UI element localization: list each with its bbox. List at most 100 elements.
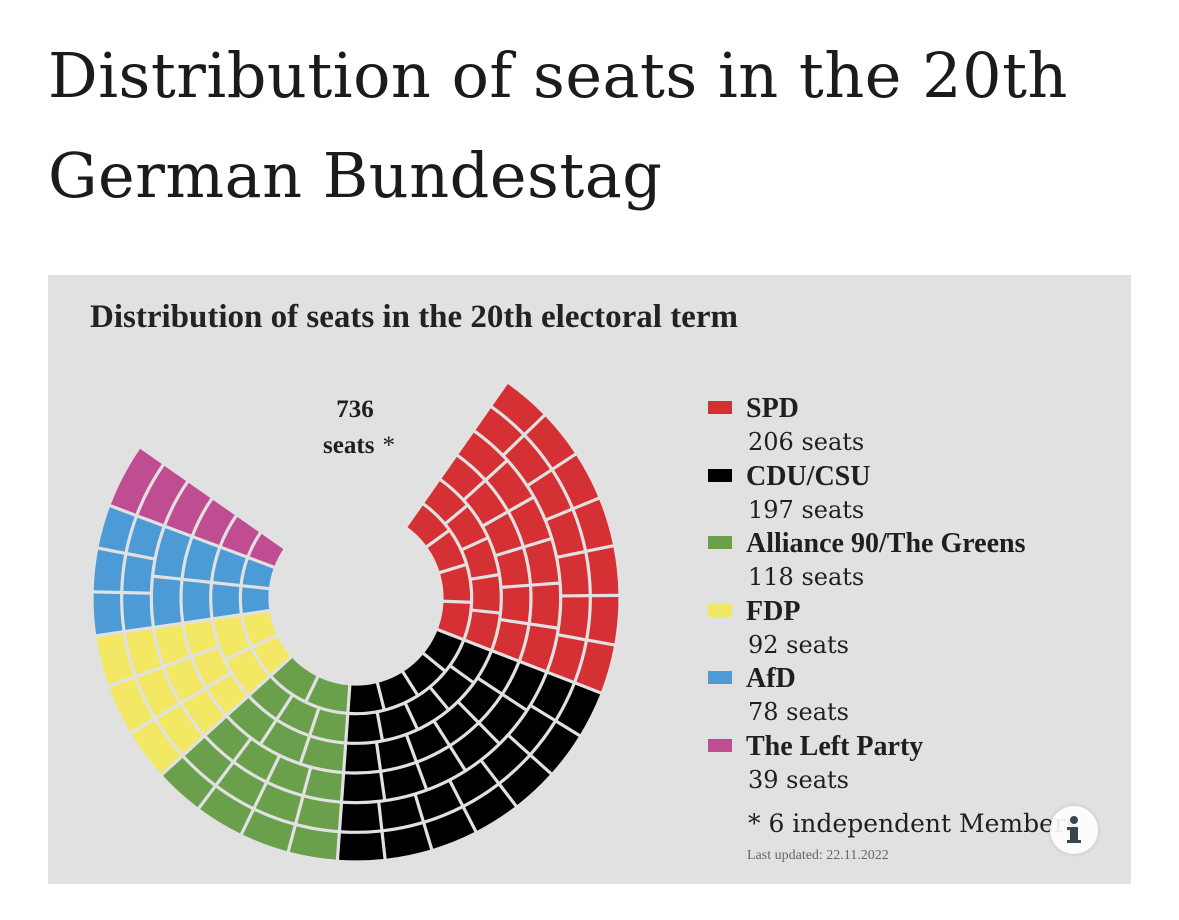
seat-block — [166, 482, 211, 535]
seat-block — [378, 736, 415, 770]
seat-block — [529, 471, 571, 519]
seat-block — [268, 757, 309, 794]
seat-block — [154, 528, 191, 578]
legend-swatch — [708, 401, 732, 414]
legend-seat-count: 197 seats — [748, 495, 865, 524]
seat-block — [440, 566, 471, 601]
seat-block — [558, 553, 589, 595]
seat-block — [483, 737, 528, 782]
seat-block — [235, 740, 278, 781]
seat-block — [424, 481, 466, 522]
total-seats-label: seats * — [323, 432, 395, 459]
seat-block — [289, 826, 338, 860]
seat-block — [226, 649, 269, 694]
seat-block — [184, 738, 232, 784]
legend-swatch — [708, 738, 732, 752]
seat-block — [408, 722, 448, 761]
seat-block — [501, 586, 530, 623]
seat-block — [96, 633, 134, 685]
seat-block — [475, 408, 522, 454]
legend-swatch — [708, 468, 732, 482]
seat-block — [341, 803, 381, 831]
seat-block — [479, 652, 518, 692]
seat-block — [532, 674, 573, 719]
info-button[interactable] — [1050, 806, 1098, 854]
chart-panel: Distribution of seats in the 20th electo… — [48, 275, 1131, 884]
seat-block — [182, 581, 211, 622]
legend-item: SPD 206 seats — [708, 393, 1128, 461]
seat-block — [460, 680, 500, 721]
legend: SPD 206 seats CDU/CSU 197 seats Alliance 90/… — [708, 393, 1128, 798]
seat-block — [480, 696, 525, 742]
legend-seat-count: 39 seats — [748, 765, 849, 794]
seat-block — [183, 538, 218, 581]
legend-seat-count: 206 seats — [748, 428, 865, 456]
seat-block — [510, 499, 550, 546]
seat-block — [250, 678, 291, 718]
seat-block — [484, 513, 522, 554]
seat-block — [343, 773, 383, 802]
seat-block — [272, 658, 317, 700]
seat-block — [501, 757, 550, 805]
seat-block — [206, 718, 249, 760]
seat-block — [438, 602, 470, 638]
seat-block — [262, 721, 308, 762]
seat-block — [557, 684, 601, 735]
legend-item: FDP 92 seats — [708, 596, 1128, 664]
seat-block — [228, 698, 275, 743]
seat-block — [184, 620, 218, 655]
seat-block — [193, 648, 230, 686]
seat-block — [383, 824, 431, 859]
seat-block — [530, 584, 560, 627]
legend-seat-count: 118 seats — [748, 563, 865, 591]
seat-block — [243, 612, 277, 646]
seat-block — [163, 757, 214, 808]
seat-block — [407, 689, 447, 728]
seat-block — [404, 654, 444, 694]
seat-block — [487, 462, 532, 510]
seat-block — [98, 507, 135, 552]
seat-block — [110, 448, 162, 514]
seat-block — [182, 690, 225, 734]
legend-swatch — [708, 536, 732, 549]
seat-block — [93, 593, 123, 635]
seat-block — [249, 533, 284, 566]
seat-block — [349, 683, 383, 713]
seat-block — [152, 577, 182, 626]
seat-block — [505, 437, 550, 484]
seat-block — [525, 540, 559, 584]
legend-seat-count: 78 seats — [748, 698, 849, 726]
seat-block — [497, 549, 529, 586]
seat-block — [137, 668, 179, 717]
seat-block — [200, 787, 252, 834]
seat-block — [194, 499, 235, 545]
seat-block — [447, 507, 487, 548]
seat-block — [255, 784, 302, 823]
legend-item: Alliance 90/The Greens 118 seats — [708, 528, 1128, 596]
legend-party-name: SPD — [746, 393, 799, 424]
seat-block — [123, 555, 154, 592]
seat-block — [297, 797, 340, 831]
legend-party-name: AfD — [746, 663, 796, 694]
seat-block — [212, 584, 240, 618]
seat-block — [93, 549, 125, 591]
seat-block — [526, 416, 575, 468]
seat-block — [417, 782, 461, 821]
seat-block — [547, 510, 584, 556]
seat-block — [131, 720, 181, 774]
seat-block — [222, 516, 260, 556]
seat-block — [451, 725, 498, 769]
seat-block — [382, 764, 425, 799]
seat-block — [510, 707, 554, 753]
seat-block — [378, 704, 416, 740]
seat-block — [278, 697, 318, 734]
seat-block — [576, 641, 614, 692]
total-seats-asterisk: * — [382, 432, 395, 459]
seat-block — [123, 594, 152, 630]
legend-item: AfD 78 seats — [708, 663, 1128, 731]
legend-party-name: The Left Party — [746, 730, 924, 762]
legend-party-name: Alliance 90/The Greens — [746, 528, 1026, 559]
seat-block — [424, 631, 462, 670]
seat-block — [588, 596, 619, 644]
seat-block — [214, 616, 250, 658]
